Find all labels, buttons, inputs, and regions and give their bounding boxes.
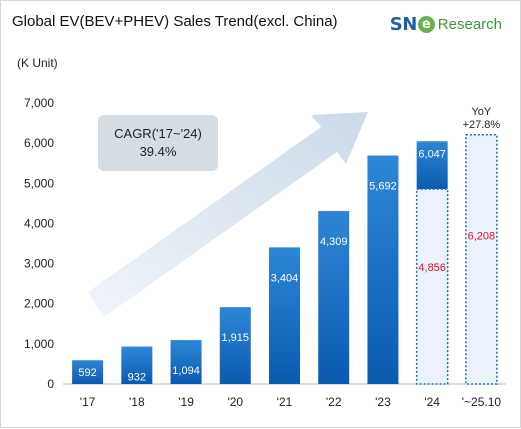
bar (367, 155, 399, 384)
bar (121, 346, 153, 384)
bar-value-label: 3,404 (271, 272, 299, 284)
bar-partial-label: 4,856 (418, 262, 446, 274)
y-tick-label: 5,000 (24, 176, 54, 190)
logo-research-text: Research (437, 16, 502, 33)
chart-title: Global EV(BEV+PHEV) Sales Trend(excl. Ch… (12, 13, 338, 30)
yoy-label: YoY (471, 106, 491, 118)
growth-arrow (88, 112, 368, 317)
x-tick-label: '21 (277, 395, 293, 409)
bar (269, 247, 300, 384)
x-tick-label: '17 (80, 395, 96, 409)
y-tick-label: 4,000 (24, 216, 54, 230)
cagr-box (98, 115, 218, 171)
bar-value-label: 5,692 (369, 181, 397, 193)
bar-value-label: 1,915 (222, 332, 250, 344)
x-tick-label: '18 (129, 395, 145, 409)
y-tick-label: 3,000 (24, 257, 54, 271)
bar (318, 211, 350, 384)
y-tick-label: 0 (47, 377, 54, 391)
y-tick-label: 1,000 (24, 337, 54, 351)
bar-value-label: 6,208 (468, 230, 496, 242)
bar (72, 360, 104, 384)
cagr-label: CAGR('17~'24) (114, 126, 202, 141)
bar-value-label: 1,094 (172, 365, 200, 377)
x-tick-label: '23 (375, 395, 391, 409)
bar (170, 340, 202, 384)
y-tick-label: 7,000 (24, 96, 54, 110)
bar (416, 141, 448, 190)
x-tick-label: '20 (227, 395, 243, 409)
bar-partial (415, 188, 449, 385)
bar-value-label: 6,047 (418, 148, 446, 160)
yoy-value: +27.8% (463, 119, 501, 131)
logo-e-circle: e (417, 16, 435, 33)
x-tick-label: '22 (326, 395, 342, 409)
bar-value-label: 4,309 (320, 236, 348, 248)
cagr-value: 39.4% (140, 144, 177, 159)
y-tick-label: 6,000 (24, 136, 54, 150)
bar (219, 307, 251, 384)
x-tick-label: '19 (178, 395, 194, 409)
bar-projected (465, 134, 498, 385)
logo-sn-text: SN (389, 14, 418, 35)
bar-value-label: 932 (128, 372, 146, 384)
bar-value-label: 592 (78, 367, 96, 379)
sne-research-logo: SN e Research (390, 14, 502, 35)
y-tick-label: 2,000 (24, 297, 54, 311)
x-tick-label: '~25.10 (462, 395, 502, 409)
unit-label: (K Unit) (17, 56, 58, 70)
x-tick-label: '24 (424, 395, 440, 409)
